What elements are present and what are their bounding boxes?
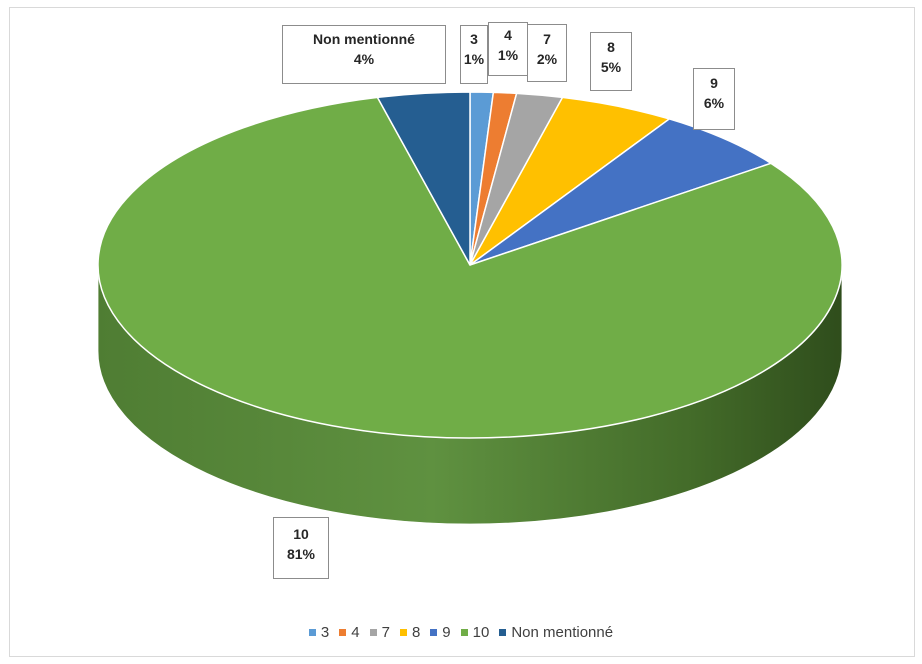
legend-label: 4 — [351, 624, 360, 641]
data-label-3: 3 1% — [460, 25, 488, 84]
legend-item-4: 4 — [339, 624, 360, 641]
legend-item-3: 3 — [308, 624, 330, 641]
pie-top — [97, 91, 843, 439]
legend-label: 8 — [411, 624, 421, 641]
legend-item-9: 9 — [430, 624, 451, 641]
data-label-7: 7 2% — [527, 24, 567, 82]
data-label-8: 8 5% — [590, 32, 632, 91]
legend-swatch — [308, 628, 316, 636]
legend-swatch — [499, 628, 507, 636]
legend-label: 3 — [320, 624, 330, 641]
legend-swatch — [339, 628, 347, 636]
data-label-10: 10 81% — [273, 517, 329, 579]
legend-label: 9 — [442, 624, 451, 641]
data-label-9: 9 6% — [693, 68, 735, 130]
pie-slice-9 — [469, 118, 772, 266]
legend-item-7: 7 — [369, 624, 390, 641]
legend-item-10: 10 — [460, 624, 490, 641]
pie-slice-10 — [97, 96, 843, 439]
legend: 3 4 7 8 9 10 Non mentionné — [0, 624, 922, 641]
pie-slice-non-mentionné — [376, 91, 471, 266]
legend-item-8: 8 — [399, 624, 421, 641]
data-label-4: 4 1% — [488, 22, 528, 76]
data-label-non-mentionne: Non mentionné 4% — [282, 25, 446, 84]
legend-item-non-mentionné: Non mentionné — [499, 624, 613, 641]
legend-swatch — [460, 628, 468, 636]
legend-swatch — [430, 628, 438, 636]
legend-label: 10 — [472, 624, 490, 641]
legend-swatch — [369, 628, 377, 636]
legend-label: 7 — [381, 624, 390, 641]
legend-label: Non mentionné — [511, 624, 614, 641]
legend-swatch — [399, 628, 407, 636]
